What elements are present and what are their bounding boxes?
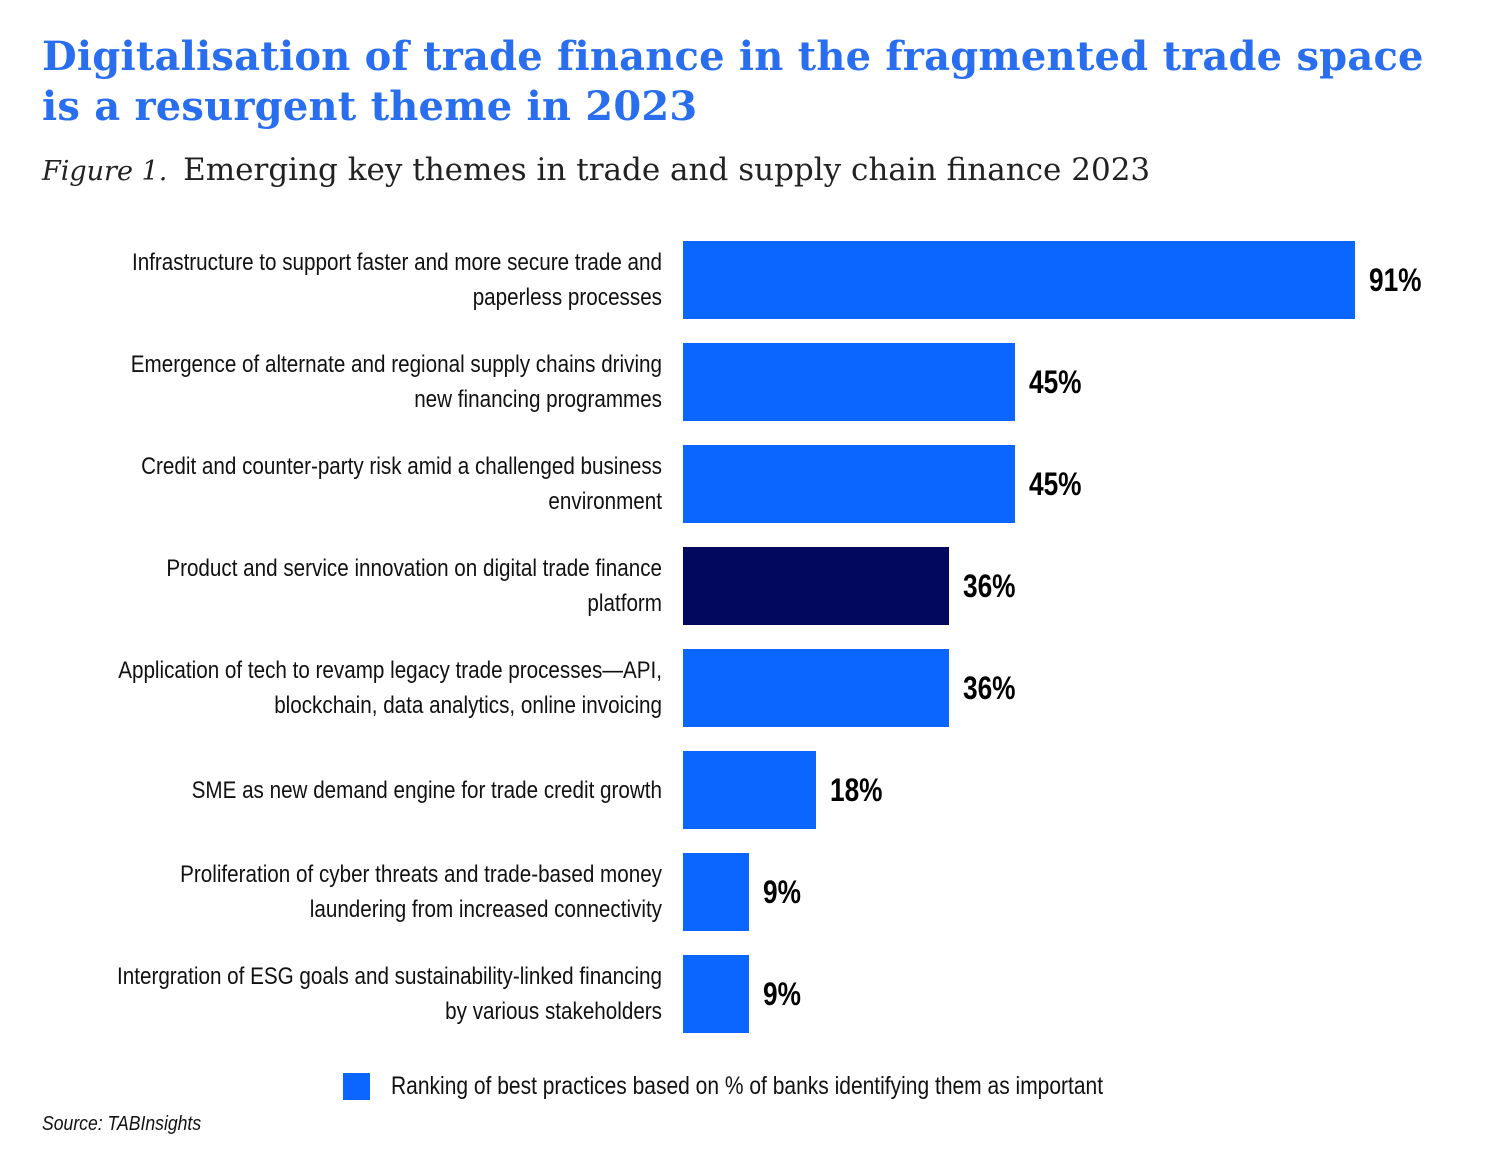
category-label: Proliferation of cyber threats and trade… xyxy=(180,861,662,923)
category-label: SME as new demand engine for trade credi… xyxy=(191,776,662,804)
value-label: 45% xyxy=(1029,364,1082,400)
page-title: Digitalisation of trade finance in the f… xyxy=(42,33,1424,130)
bar xyxy=(683,751,816,829)
legend-label: Ranking of best practices based on % of … xyxy=(391,1071,1104,1100)
bar xyxy=(683,853,750,931)
category-label: Infrastructure to support faster and mor… xyxy=(131,249,662,311)
figure-caption: Emerging key themes in trade and supply … xyxy=(183,152,1151,188)
bar xyxy=(683,649,949,727)
category-label: Intergration of ESG goals and sustainabi… xyxy=(117,963,662,1025)
bar xyxy=(683,343,1016,421)
bar xyxy=(683,547,949,625)
bar xyxy=(683,445,1016,523)
value-label: 91% xyxy=(1369,262,1422,298)
bar xyxy=(683,241,1355,319)
chart-legend: Ranking of best practices based on % of … xyxy=(343,1071,1239,1101)
category-label: Application of tech to revamp legacy tra… xyxy=(118,657,662,719)
source-note: Source: TABInsights xyxy=(42,1113,202,1135)
category-label: Emergence of alternate and regional supp… xyxy=(130,351,662,413)
value-label: 36% xyxy=(962,568,1016,604)
value-label: 45% xyxy=(1029,466,1082,502)
value-label: 18% xyxy=(829,772,883,808)
bar xyxy=(683,955,750,1033)
value-label: 9% xyxy=(763,976,802,1012)
category-label: Product and service innovation on digita… xyxy=(166,555,662,617)
legend-swatch xyxy=(343,1072,370,1100)
value-label: 9% xyxy=(763,874,802,910)
figure-label: Figure 1. xyxy=(42,156,168,187)
category-label: Credit and counter-party risk amid a cha… xyxy=(141,453,663,515)
figure-caption-line: Figure 1. Emerging key themes in trade a… xyxy=(42,150,1150,192)
value-label: 36% xyxy=(962,670,1016,706)
